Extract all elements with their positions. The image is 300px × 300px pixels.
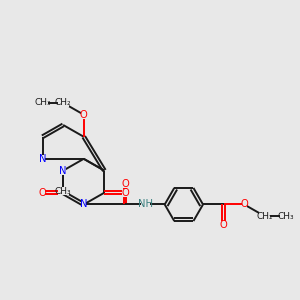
Bar xyxy=(40,155,45,163)
Text: O: O xyxy=(240,200,248,209)
Bar xyxy=(122,180,128,188)
Text: N: N xyxy=(80,200,88,209)
Bar xyxy=(221,221,226,229)
Text: CH₃: CH₃ xyxy=(55,187,71,196)
Bar xyxy=(259,212,270,220)
Text: NH: NH xyxy=(138,200,153,209)
Text: O: O xyxy=(80,110,88,120)
Text: O: O xyxy=(220,220,227,230)
Text: N: N xyxy=(39,154,46,164)
Bar xyxy=(142,200,150,208)
Text: CH₃: CH₃ xyxy=(277,212,294,221)
Bar xyxy=(242,200,247,208)
Bar xyxy=(37,99,48,107)
Text: CH₃: CH₃ xyxy=(34,98,51,107)
Bar xyxy=(58,187,69,195)
Bar xyxy=(122,189,128,197)
Bar xyxy=(58,99,69,107)
Text: CH₂: CH₂ xyxy=(55,98,71,107)
Bar xyxy=(61,167,66,175)
Bar xyxy=(40,189,45,197)
Bar xyxy=(81,200,86,208)
Text: O: O xyxy=(121,188,129,198)
Text: CH₂: CH₂ xyxy=(256,212,273,221)
Text: N: N xyxy=(59,166,67,176)
Text: O: O xyxy=(39,188,46,198)
Text: O: O xyxy=(121,179,129,189)
Bar xyxy=(81,110,86,119)
Bar xyxy=(280,212,291,220)
